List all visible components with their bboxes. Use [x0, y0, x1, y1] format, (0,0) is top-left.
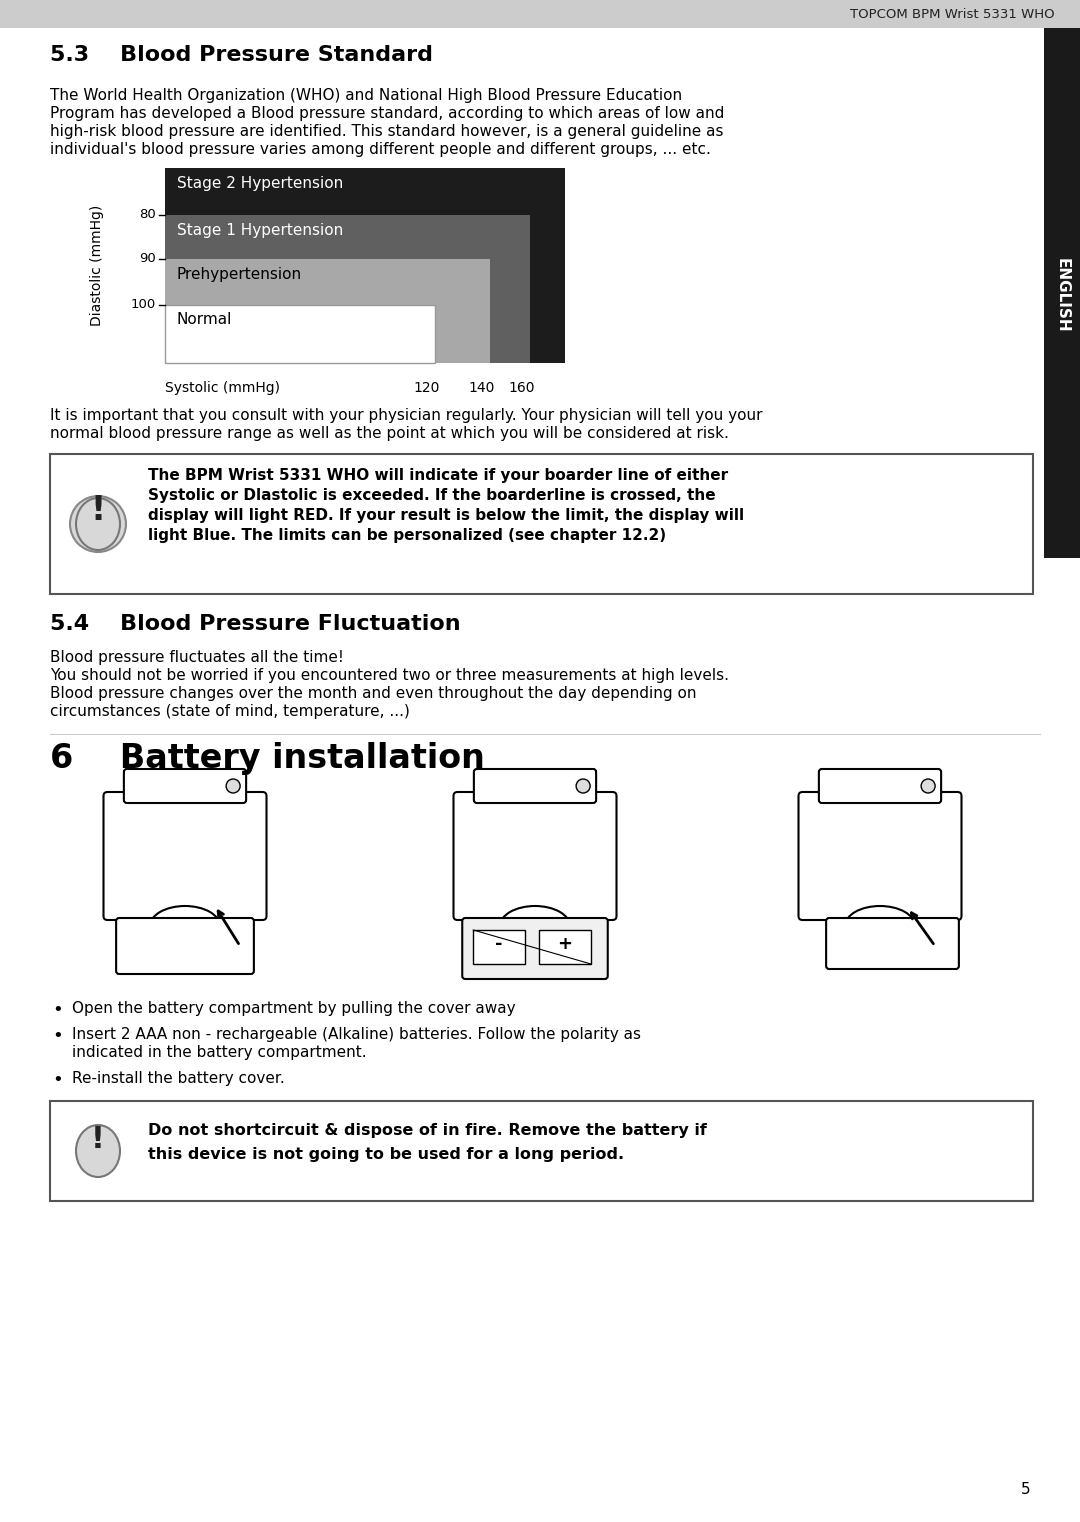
Text: individual's blood pressure varies among different people and different groups, : individual's blood pressure varies among… [50, 142, 711, 157]
Bar [50, 454, 1032, 594]
Text: 100: 100 [131, 298, 156, 310]
Text: Do not shortcircuit & dispose of in fire. Remove the battery if: Do not shortcircuit & dispose of in fire… [148, 1123, 707, 1138]
Text: It is important that you consult with your physician regularly. Your physician w: It is important that you consult with yo… [50, 408, 762, 423]
Bar [165, 304, 435, 364]
Bar [165, 167, 565, 364]
Text: TOPCOM BPM Wrist 5331 WHO: TOPCOM BPM Wrist 5331 WHO [850, 8, 1055, 20]
Text: Normal: Normal [177, 312, 232, 327]
Text: Systolic or Dlastolic is exceeded. If the boarderline is crossed, the: Systolic or Dlastolic is exceeded. If th… [148, 489, 716, 502]
Text: Diastolic (mmHg): Diastolic (mmHg) [90, 205, 104, 326]
Text: normal blood pressure range as well as the point at which you will be considered: normal blood pressure range as well as t… [50, 426, 729, 441]
FancyBboxPatch shape [798, 791, 961, 919]
Text: ENGLISH: ENGLISH [1054, 257, 1069, 332]
FancyBboxPatch shape [826, 918, 959, 970]
Text: Program has developed a Blood pressure standard, according to which areas of low: Program has developed a Blood pressure s… [50, 107, 725, 122]
Text: Stage 1 Hypertension: Stage 1 Hypertension [177, 222, 343, 237]
Bar [50, 1100, 1032, 1201]
Bar [1044, 27, 1080, 559]
Text: !: ! [91, 493, 106, 527]
Bar [539, 930, 591, 963]
Bar [165, 215, 530, 364]
Text: 140: 140 [469, 380, 496, 396]
FancyBboxPatch shape [474, 769, 596, 804]
Ellipse shape [76, 498, 120, 549]
Text: 160: 160 [509, 380, 536, 396]
FancyBboxPatch shape [104, 791, 267, 919]
Circle shape [70, 496, 126, 552]
Text: You should not be worried if you encountered two or three measurements at high l: You should not be worried if you encount… [50, 668, 729, 683]
Text: 5: 5 [1021, 1482, 1030, 1498]
Text: display will light RED. If your result is below the limit, the display will: display will light RED. If your result i… [148, 508, 744, 524]
Text: this device is not going to be used for a long period.: this device is not going to be used for … [148, 1148, 624, 1161]
FancyBboxPatch shape [462, 918, 608, 979]
Text: Re-install the battery cover.: Re-install the battery cover. [72, 1071, 285, 1087]
Text: 6    Battery installation: 6 Battery installation [50, 743, 485, 775]
Text: -: - [496, 935, 503, 953]
FancyBboxPatch shape [819, 769, 941, 804]
Text: 90: 90 [139, 253, 156, 265]
Bar [165, 259, 490, 364]
Text: circumstances (state of mind, temperature, ...): circumstances (state of mind, temperatur… [50, 705, 410, 718]
Text: •: • [52, 1071, 63, 1090]
Text: •: • [52, 1001, 63, 1020]
Text: •: • [52, 1027, 63, 1046]
Circle shape [921, 779, 935, 793]
Text: Blood pressure fluctuates all the time!: Blood pressure fluctuates all the time! [50, 650, 343, 665]
Text: Blood pressure changes over the month and even throughout the day depending on: Blood pressure changes over the month an… [50, 686, 697, 702]
Text: !: ! [91, 1125, 105, 1154]
Bar [0, 0, 1080, 27]
Circle shape [226, 779, 240, 793]
Text: +: + [557, 935, 572, 953]
Text: Stage 2 Hypertension: Stage 2 Hypertension [177, 177, 343, 190]
Text: indicated in the battery compartment.: indicated in the battery compartment. [72, 1046, 366, 1059]
FancyBboxPatch shape [124, 769, 246, 804]
FancyBboxPatch shape [454, 791, 617, 919]
Text: 120: 120 [414, 380, 441, 396]
Text: Insert 2 AAA non - rechargeable (Alkaline) batteries. Follow the polarity as: Insert 2 AAA non - rechargeable (Alkalin… [72, 1027, 642, 1043]
Text: Prehypertension: Prehypertension [177, 266, 302, 282]
Text: The World Health Organization (WHO) and National High Blood Pressure Education: The World Health Organization (WHO) and … [50, 88, 683, 103]
Text: high-risk blood pressure are identified. This standard however, is a general gui: high-risk blood pressure are identified.… [50, 123, 724, 139]
Text: light Blue. The limits can be personalized (see chapter 12.2): light Blue. The limits can be personaliz… [148, 528, 666, 543]
Text: 5.4    Blood Pressure Fluctuation: 5.4 Blood Pressure Fluctuation [50, 613, 461, 635]
Text: 80: 80 [139, 209, 156, 221]
Circle shape [576, 779, 590, 793]
Text: 5.3    Blood Pressure Standard: 5.3 Blood Pressure Standard [50, 46, 433, 65]
Text: Systolic (mmHg): Systolic (mmHg) [165, 380, 280, 396]
Bar [473, 930, 525, 963]
FancyBboxPatch shape [117, 918, 254, 974]
Text: The BPM Wrist 5331 WHO will indicate if your boarder line of either: The BPM Wrist 5331 WHO will indicate if … [148, 467, 728, 482]
Text: Open the battery compartment by pulling the cover away: Open the battery compartment by pulling … [72, 1001, 515, 1017]
Ellipse shape [76, 1125, 120, 1177]
